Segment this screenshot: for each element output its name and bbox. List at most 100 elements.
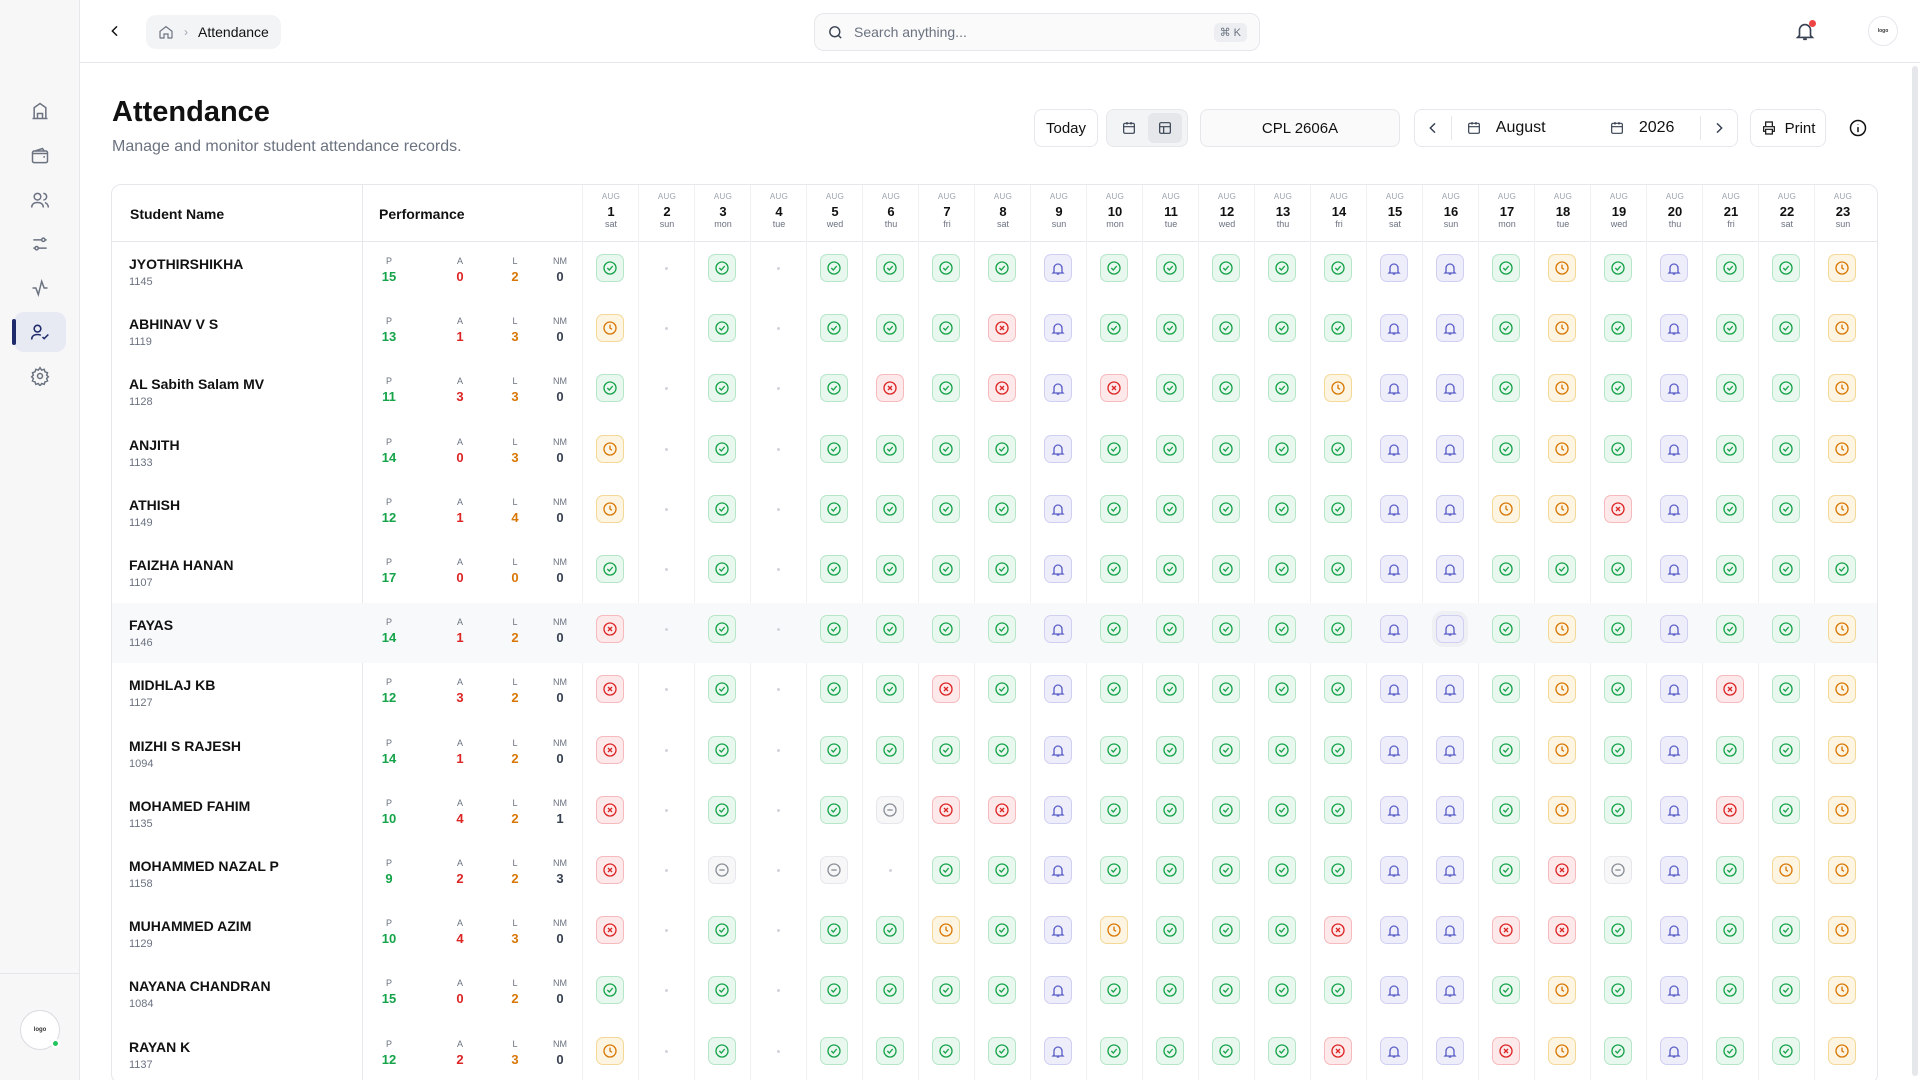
attendance-cell[interactable]	[1268, 555, 1296, 583]
table-row[interactable]: ANJITH 1133 P 14 A 0 L 3 NM 0	[112, 423, 1877, 483]
attendance-cell[interactable]	[1716, 254, 1744, 282]
users-icon[interactable]	[14, 180, 66, 220]
attendance-cell[interactable]	[1380, 1036, 1408, 1065]
attendance-cell[interactable]	[1212, 254, 1240, 282]
attendance-cell[interactable]	[1324, 916, 1352, 945]
attendance-cell[interactable]	[1660, 434, 1688, 463]
table-row[interactable]: ATHISH 1149 P 12 A 1 L 4 NM 0	[112, 483, 1877, 543]
attendance-cell[interactable]	[876, 675, 904, 704]
attendance-cell[interactable]	[1828, 1036, 1856, 1065]
attendance-cell[interactable]	[1772, 434, 1800, 463]
attendance-cell[interactable]	[1716, 795, 1744, 824]
attendance-cell[interactable]	[1548, 555, 1576, 583]
attendance-cell[interactable]	[1716, 494, 1744, 523]
attendance-cell[interactable]	[1436, 494, 1464, 523]
attendance-cell[interactable]	[1436, 555, 1464, 583]
sliders-icon[interactable]	[14, 224, 66, 264]
info-button[interactable]	[1838, 109, 1878, 147]
table-row[interactable]: RAYAN K 1137 P 12 A 2 L 3 NM 0	[112, 1025, 1877, 1080]
attendance-cell[interactable]	[1716, 434, 1744, 463]
attendance-cell[interactable]	[1212, 434, 1240, 463]
attendance-cell[interactable]	[1436, 856, 1464, 884]
table-row[interactable]: MUHAMMED AZIM 1129 P 10 A 4 L 3 NM 0	[112, 904, 1877, 964]
batch-selector[interactable]: CPL 2606A	[1200, 109, 1400, 147]
attendance-cell[interactable]	[1604, 555, 1632, 583]
attendance-cell[interactable]	[1660, 856, 1688, 884]
wallet-icon[interactable]	[14, 136, 66, 176]
attendance-cell[interactable]	[1044, 555, 1072, 583]
attendance-cell[interactable]	[1380, 555, 1408, 583]
attendance-cell[interactable]	[1828, 254, 1856, 282]
attendance-cell[interactable]	[1100, 374, 1128, 403]
attendance-cell[interactable]	[876, 735, 904, 764]
attendance-cell[interactable]	[1324, 314, 1352, 343]
attendance-cell[interactable]	[932, 916, 960, 945]
attendance-cell[interactable]	[820, 434, 848, 463]
attendance-cell[interactable]	[1492, 916, 1520, 945]
attendance-cell[interactable]	[708, 675, 736, 704]
attendance-cell[interactable]	[1212, 856, 1240, 884]
attendance-cell[interactable]	[1772, 314, 1800, 343]
attendance-cell[interactable]	[1100, 494, 1128, 523]
attendance-cell[interactable]	[820, 615, 848, 644]
attendance-cell[interactable]	[1772, 675, 1800, 704]
attendance-cell[interactable]	[708, 856, 736, 884]
attendance-cell[interactable]	[1268, 374, 1296, 403]
attendance-cell[interactable]	[1604, 434, 1632, 463]
attendance-cell[interactable]	[708, 494, 736, 523]
attendance-cell[interactable]	[1660, 916, 1688, 945]
attendance-cell[interactable]	[1492, 675, 1520, 704]
attendance-cell[interactable]	[1828, 615, 1856, 644]
attendance-cell[interactable]	[1380, 735, 1408, 764]
attendance-cell[interactable]	[596, 1036, 624, 1065]
attendance-cell[interactable]	[1212, 314, 1240, 343]
attendance-cell[interactable]	[1604, 374, 1632, 403]
attendance-cell[interactable]	[1156, 735, 1184, 764]
attendance-cell[interactable]	[596, 675, 624, 704]
attendance-cell[interactable]	[1492, 555, 1520, 583]
attendance-cell[interactable]	[1492, 434, 1520, 463]
attendance-cell[interactable]	[1716, 374, 1744, 403]
attendance-cell[interactable]	[596, 976, 624, 1005]
attendance-cell[interactable]	[1268, 735, 1296, 764]
attendance-cell[interactable]	[1156, 916, 1184, 945]
attendance-cell[interactable]	[876, 555, 904, 583]
attendance-cell[interactable]	[1492, 976, 1520, 1005]
prev-month-button[interactable]	[1415, 120, 1451, 136]
attendance-cell[interactable]	[596, 254, 624, 282]
attendance-cell[interactable]	[596, 314, 624, 343]
attendance-cell[interactable]	[1660, 314, 1688, 343]
attendance-cell[interactable]	[1100, 314, 1128, 343]
attendance-cell[interactable]	[1044, 916, 1072, 945]
attendance-cell[interactable]	[1100, 735, 1128, 764]
attendance-cell[interactable]	[1548, 434, 1576, 463]
attendance-cell[interactable]	[1716, 555, 1744, 583]
attendance-cell[interactable]	[1660, 1036, 1688, 1065]
attendance-cell[interactable]	[1548, 976, 1576, 1005]
attendance-cell[interactable]	[1548, 916, 1576, 945]
attendance-cell[interactable]	[1212, 615, 1240, 644]
attendance-cell[interactable]	[708, 615, 736, 644]
attendance-cell[interactable]	[1212, 795, 1240, 824]
attendance-cell[interactable]	[1324, 254, 1352, 282]
attendance-cell[interactable]	[932, 615, 960, 644]
attendance-cell[interactable]	[708, 976, 736, 1005]
table-row[interactable]: MOHAMED FAHIM 1135 P 10 A 4 L 2 NM 1	[112, 784, 1877, 844]
attendance-cell[interactable]	[1828, 856, 1856, 884]
attendance-cell[interactable]	[1044, 976, 1072, 1005]
attendance-cell[interactable]	[596, 735, 624, 764]
attendance-cell[interactable]	[1492, 254, 1520, 282]
attendance-cell[interactable]	[932, 856, 960, 884]
attendance-cell[interactable]	[1380, 675, 1408, 704]
attendance-cell[interactable]	[1380, 434, 1408, 463]
attendance-cell[interactable]	[932, 314, 960, 343]
attendance-icon[interactable]	[12, 312, 66, 352]
attendance-cell[interactable]	[1324, 1036, 1352, 1065]
attendance-cell[interactable]	[1492, 1036, 1520, 1065]
attendance-cell[interactable]	[988, 735, 1016, 764]
attendance-cell[interactable]	[708, 795, 736, 824]
attendance-cell[interactable]	[932, 555, 960, 583]
attendance-cell[interactable]	[1492, 494, 1520, 523]
attendance-cell[interactable]	[1828, 434, 1856, 463]
attendance-cell[interactable]	[1548, 615, 1576, 644]
